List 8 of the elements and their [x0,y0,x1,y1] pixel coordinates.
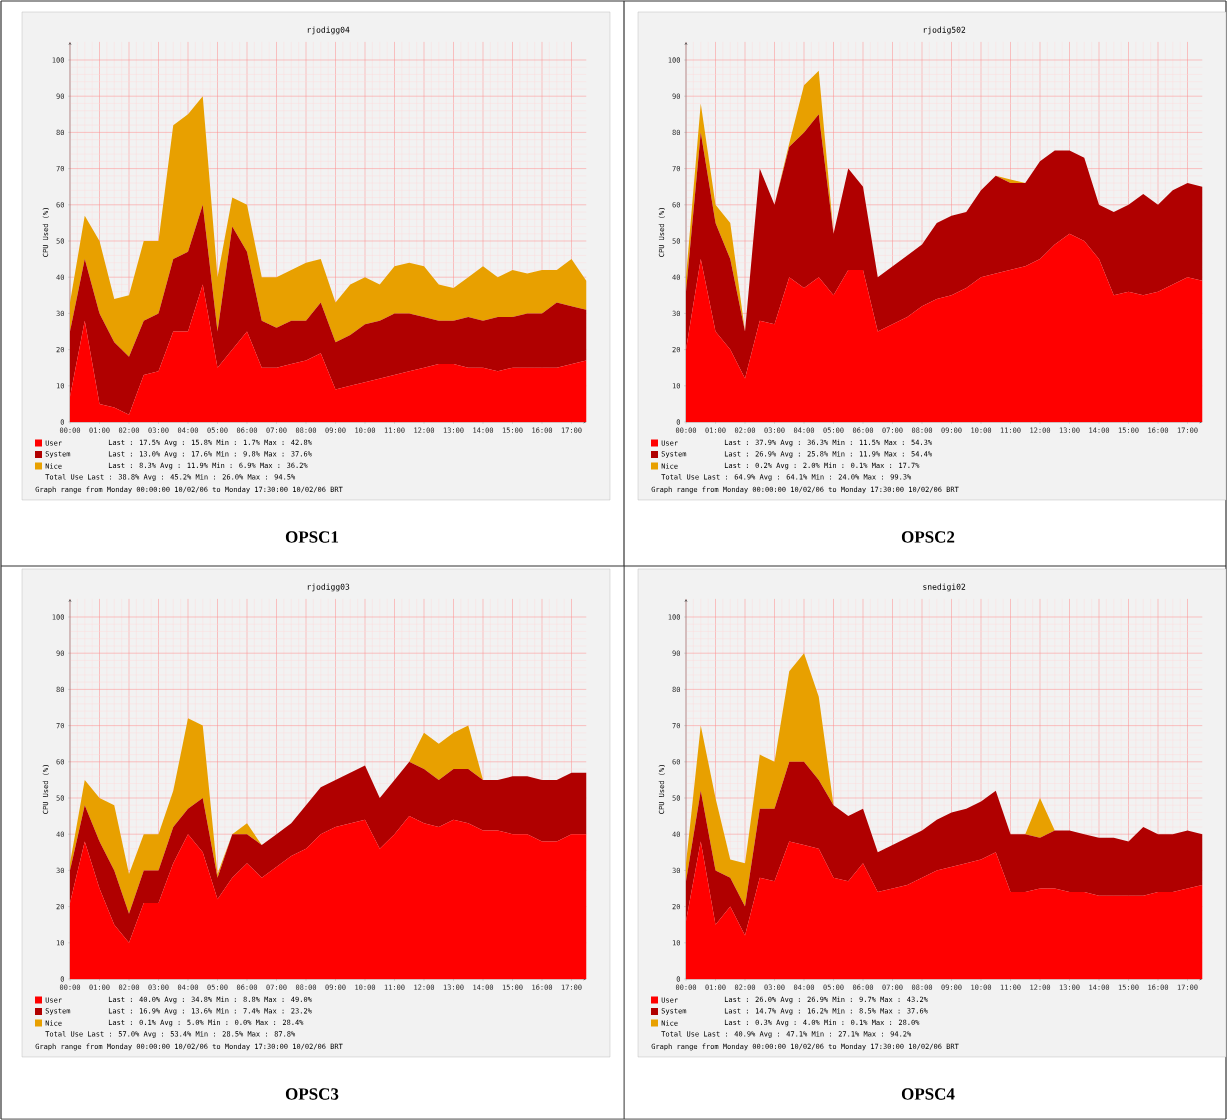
chart-title: snedigi02 [923,583,966,592]
chart-title: rjodigg04 [307,26,350,35]
chart-title: rjodig502 [923,26,966,35]
chart-title: rjodigg03 [307,583,350,592]
text: OPSC3 [285,1088,339,1100]
text: OPSC4 [901,1088,955,1100]
text: OPSC1 [285,531,339,543]
text: OPSC2 [901,531,955,543]
